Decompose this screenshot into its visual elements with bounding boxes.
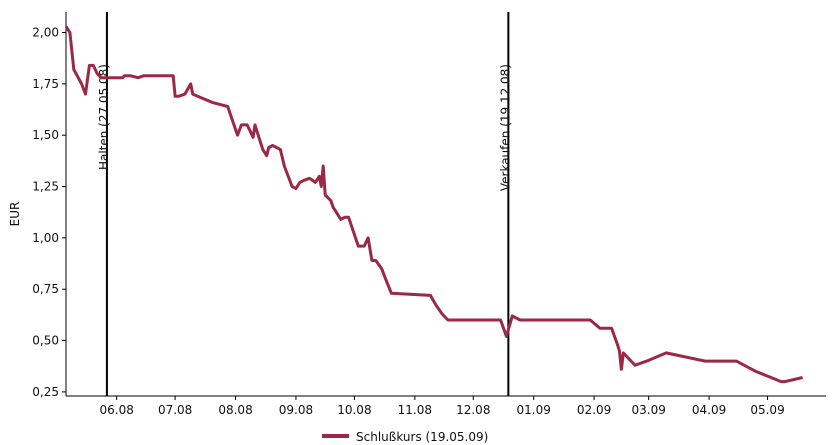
x-tick-label: 02.09 (577, 403, 611, 417)
y-tick-label: 1,50 (32, 128, 59, 142)
annotation-label: Verkaufen (19.12.08) (498, 64, 512, 191)
x-tick-label: 03.09 (631, 403, 665, 417)
x-tick-label: 12.08 (456, 403, 490, 417)
y-tick-label: 1,00 (32, 231, 59, 245)
x-tick-label: 06.08 (99, 403, 133, 417)
y-tick-label: 0,75 (32, 282, 59, 296)
x-tick-label: 08.08 (218, 403, 252, 417)
x-tick-label: 11.08 (398, 403, 432, 417)
annotation-label: Halten (27.05.08) (97, 64, 111, 170)
y-tick-label: 1,75 (32, 77, 59, 91)
x-tick-label: 05.09 (750, 403, 784, 417)
y-tick-label: 2,00 (32, 26, 59, 40)
legend: Schlußkurs (19.05.09) (322, 430, 488, 444)
x-tick-label: 09.08 (279, 403, 313, 417)
x-tick-label: 01.09 (517, 403, 551, 417)
y-tick-label: 0,25 (32, 385, 59, 399)
y-tick-label: 1,25 (32, 180, 59, 194)
legend-label: Schlußkurs (19.05.09) (356, 430, 488, 444)
x-tick-label: 10.08 (337, 403, 371, 417)
x-axis: 06.08 07.08 08.08 09.08 10.08 11.08 12.08 01.09… (66, 395, 826, 417)
series-line (64, 25, 803, 384)
series-group (64, 25, 803, 384)
y-tick-label: 0,50 (32, 334, 59, 348)
x-tick-label: 04.09 (692, 403, 726, 417)
y-axis: 0,25 0,50 0,75 1,00 1,25 1,50 1,75 2,00 (32, 12, 67, 399)
y-axis-title: EUR (8, 202, 22, 227)
annotations: Halten (27.05.08) Verkaufen (19.12.08) (97, 12, 512, 396)
x-tick-label: 07.08 (158, 403, 192, 417)
